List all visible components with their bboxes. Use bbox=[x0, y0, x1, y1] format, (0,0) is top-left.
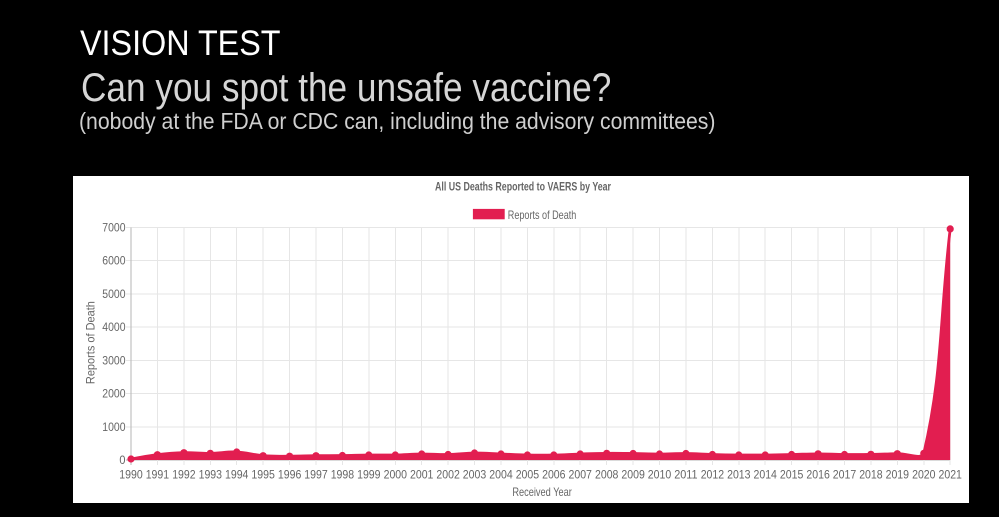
svg-text:2000: 2000 bbox=[383, 468, 407, 482]
svg-text:2015: 2015 bbox=[779, 468, 803, 482]
svg-text:Received Year: Received Year bbox=[512, 485, 572, 499]
svg-text:1992: 1992 bbox=[172, 468, 196, 482]
svg-text:1990: 1990 bbox=[119, 468, 143, 482]
svg-text:6000: 6000 bbox=[102, 254, 126, 268]
svg-text:0: 0 bbox=[119, 453, 125, 467]
svg-text:1996: 1996 bbox=[277, 468, 301, 482]
svg-text:1993: 1993 bbox=[198, 468, 222, 482]
svg-text:2016: 2016 bbox=[806, 468, 830, 482]
svg-text:2006: 2006 bbox=[542, 468, 566, 482]
svg-text:Reports of Death: Reports of Death bbox=[507, 208, 576, 222]
svg-text:2014: 2014 bbox=[753, 468, 777, 482]
svg-text:1997: 1997 bbox=[304, 468, 328, 482]
svg-text:2007: 2007 bbox=[568, 468, 592, 482]
svg-text:Reports of Death: Reports of Death bbox=[83, 301, 97, 384]
svg-text:2004: 2004 bbox=[489, 468, 513, 482]
svg-text:2020: 2020 bbox=[912, 468, 936, 482]
svg-text:1000: 1000 bbox=[102, 420, 126, 434]
svg-text:2012: 2012 bbox=[700, 468, 724, 482]
svg-text:2008: 2008 bbox=[595, 468, 619, 482]
svg-text:7000: 7000 bbox=[102, 220, 126, 234]
svg-text:2019: 2019 bbox=[885, 468, 909, 482]
svg-text:2005: 2005 bbox=[515, 468, 539, 482]
svg-text:2018: 2018 bbox=[859, 468, 883, 482]
svg-text:2010: 2010 bbox=[647, 468, 671, 482]
svg-text:2013: 2013 bbox=[727, 468, 751, 482]
svg-text:4000: 4000 bbox=[102, 320, 126, 334]
svg-text:1994: 1994 bbox=[225, 468, 249, 482]
svg-text:3000: 3000 bbox=[102, 353, 126, 367]
svg-text:1991: 1991 bbox=[145, 468, 169, 482]
svg-text:All US Deaths Reported to VAER: All US Deaths Reported to VAERS by Year bbox=[435, 181, 611, 193]
svg-text:2000: 2000 bbox=[102, 387, 126, 401]
svg-text:1998: 1998 bbox=[330, 468, 354, 482]
svg-text:2002: 2002 bbox=[436, 468, 460, 482]
svg-text:2017: 2017 bbox=[832, 468, 856, 482]
svg-text:1995: 1995 bbox=[251, 468, 275, 482]
svg-text:2021: 2021 bbox=[938, 468, 962, 482]
svg-text:2003: 2003 bbox=[462, 468, 486, 482]
svg-text:2009: 2009 bbox=[621, 468, 645, 482]
svg-text:2011: 2011 bbox=[674, 468, 698, 482]
svg-text:5000: 5000 bbox=[102, 287, 126, 301]
svg-text:1999: 1999 bbox=[357, 468, 381, 482]
svg-text:2001: 2001 bbox=[410, 468, 434, 482]
